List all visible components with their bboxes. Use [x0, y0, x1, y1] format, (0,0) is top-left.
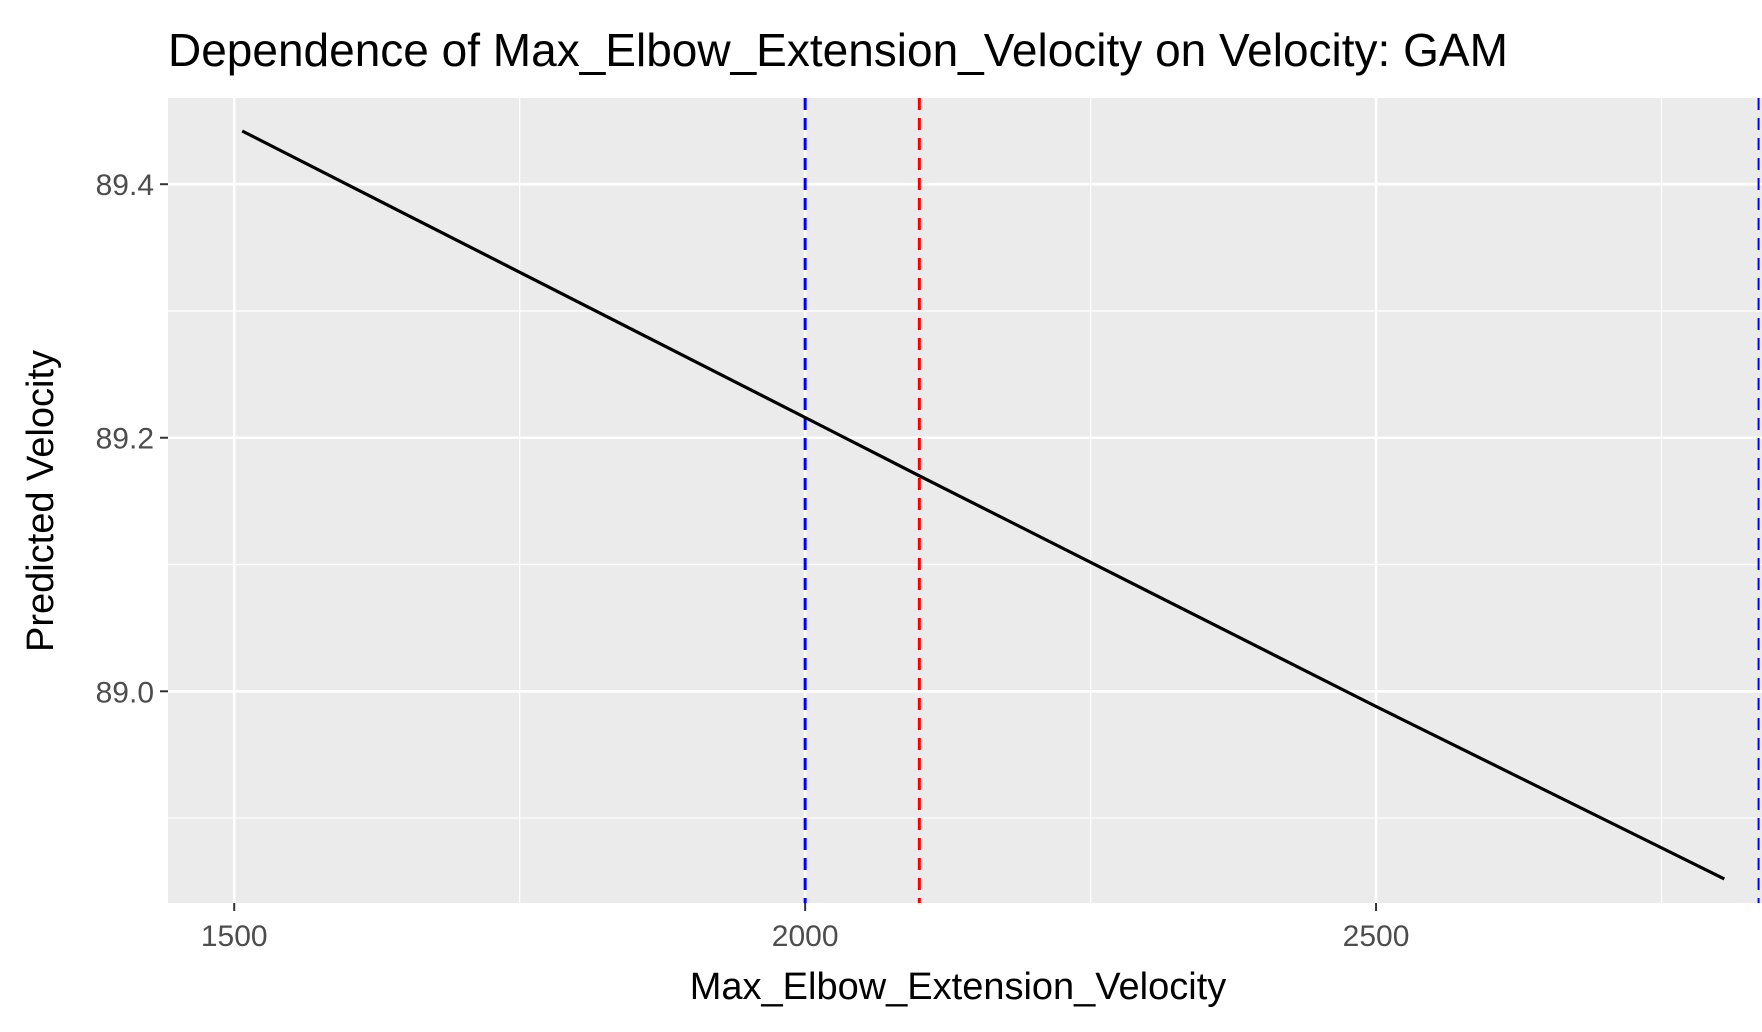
x-tick-label: 1500	[201, 920, 268, 953]
minor-gridlines	[168, 98, 1762, 903]
series-line	[241, 129, 1726, 881]
x-tick-label: 2000	[772, 920, 839, 953]
axes: 1500 2000 2500 89.0 89.2 89.4	[96, 169, 1410, 953]
y-tick-label: 89.2	[96, 423, 154, 456]
reference-lines	[803, 98, 1760, 903]
y-tick-label: 89.4	[96, 169, 154, 202]
y-axis-title: Predicted Velocity	[20, 350, 62, 652]
y-tick-label: 89.0	[96, 676, 154, 709]
series-lines	[241, 129, 1726, 881]
x-tick-label: 2500	[1343, 920, 1410, 953]
x-axis-title: Max_Elbow_Extension_Velocity	[690, 966, 1227, 1008]
chart-title: Dependence of Max_Elbow_Extension_Veloci…	[168, 24, 1508, 76]
major-gridlines	[168, 98, 1762, 903]
